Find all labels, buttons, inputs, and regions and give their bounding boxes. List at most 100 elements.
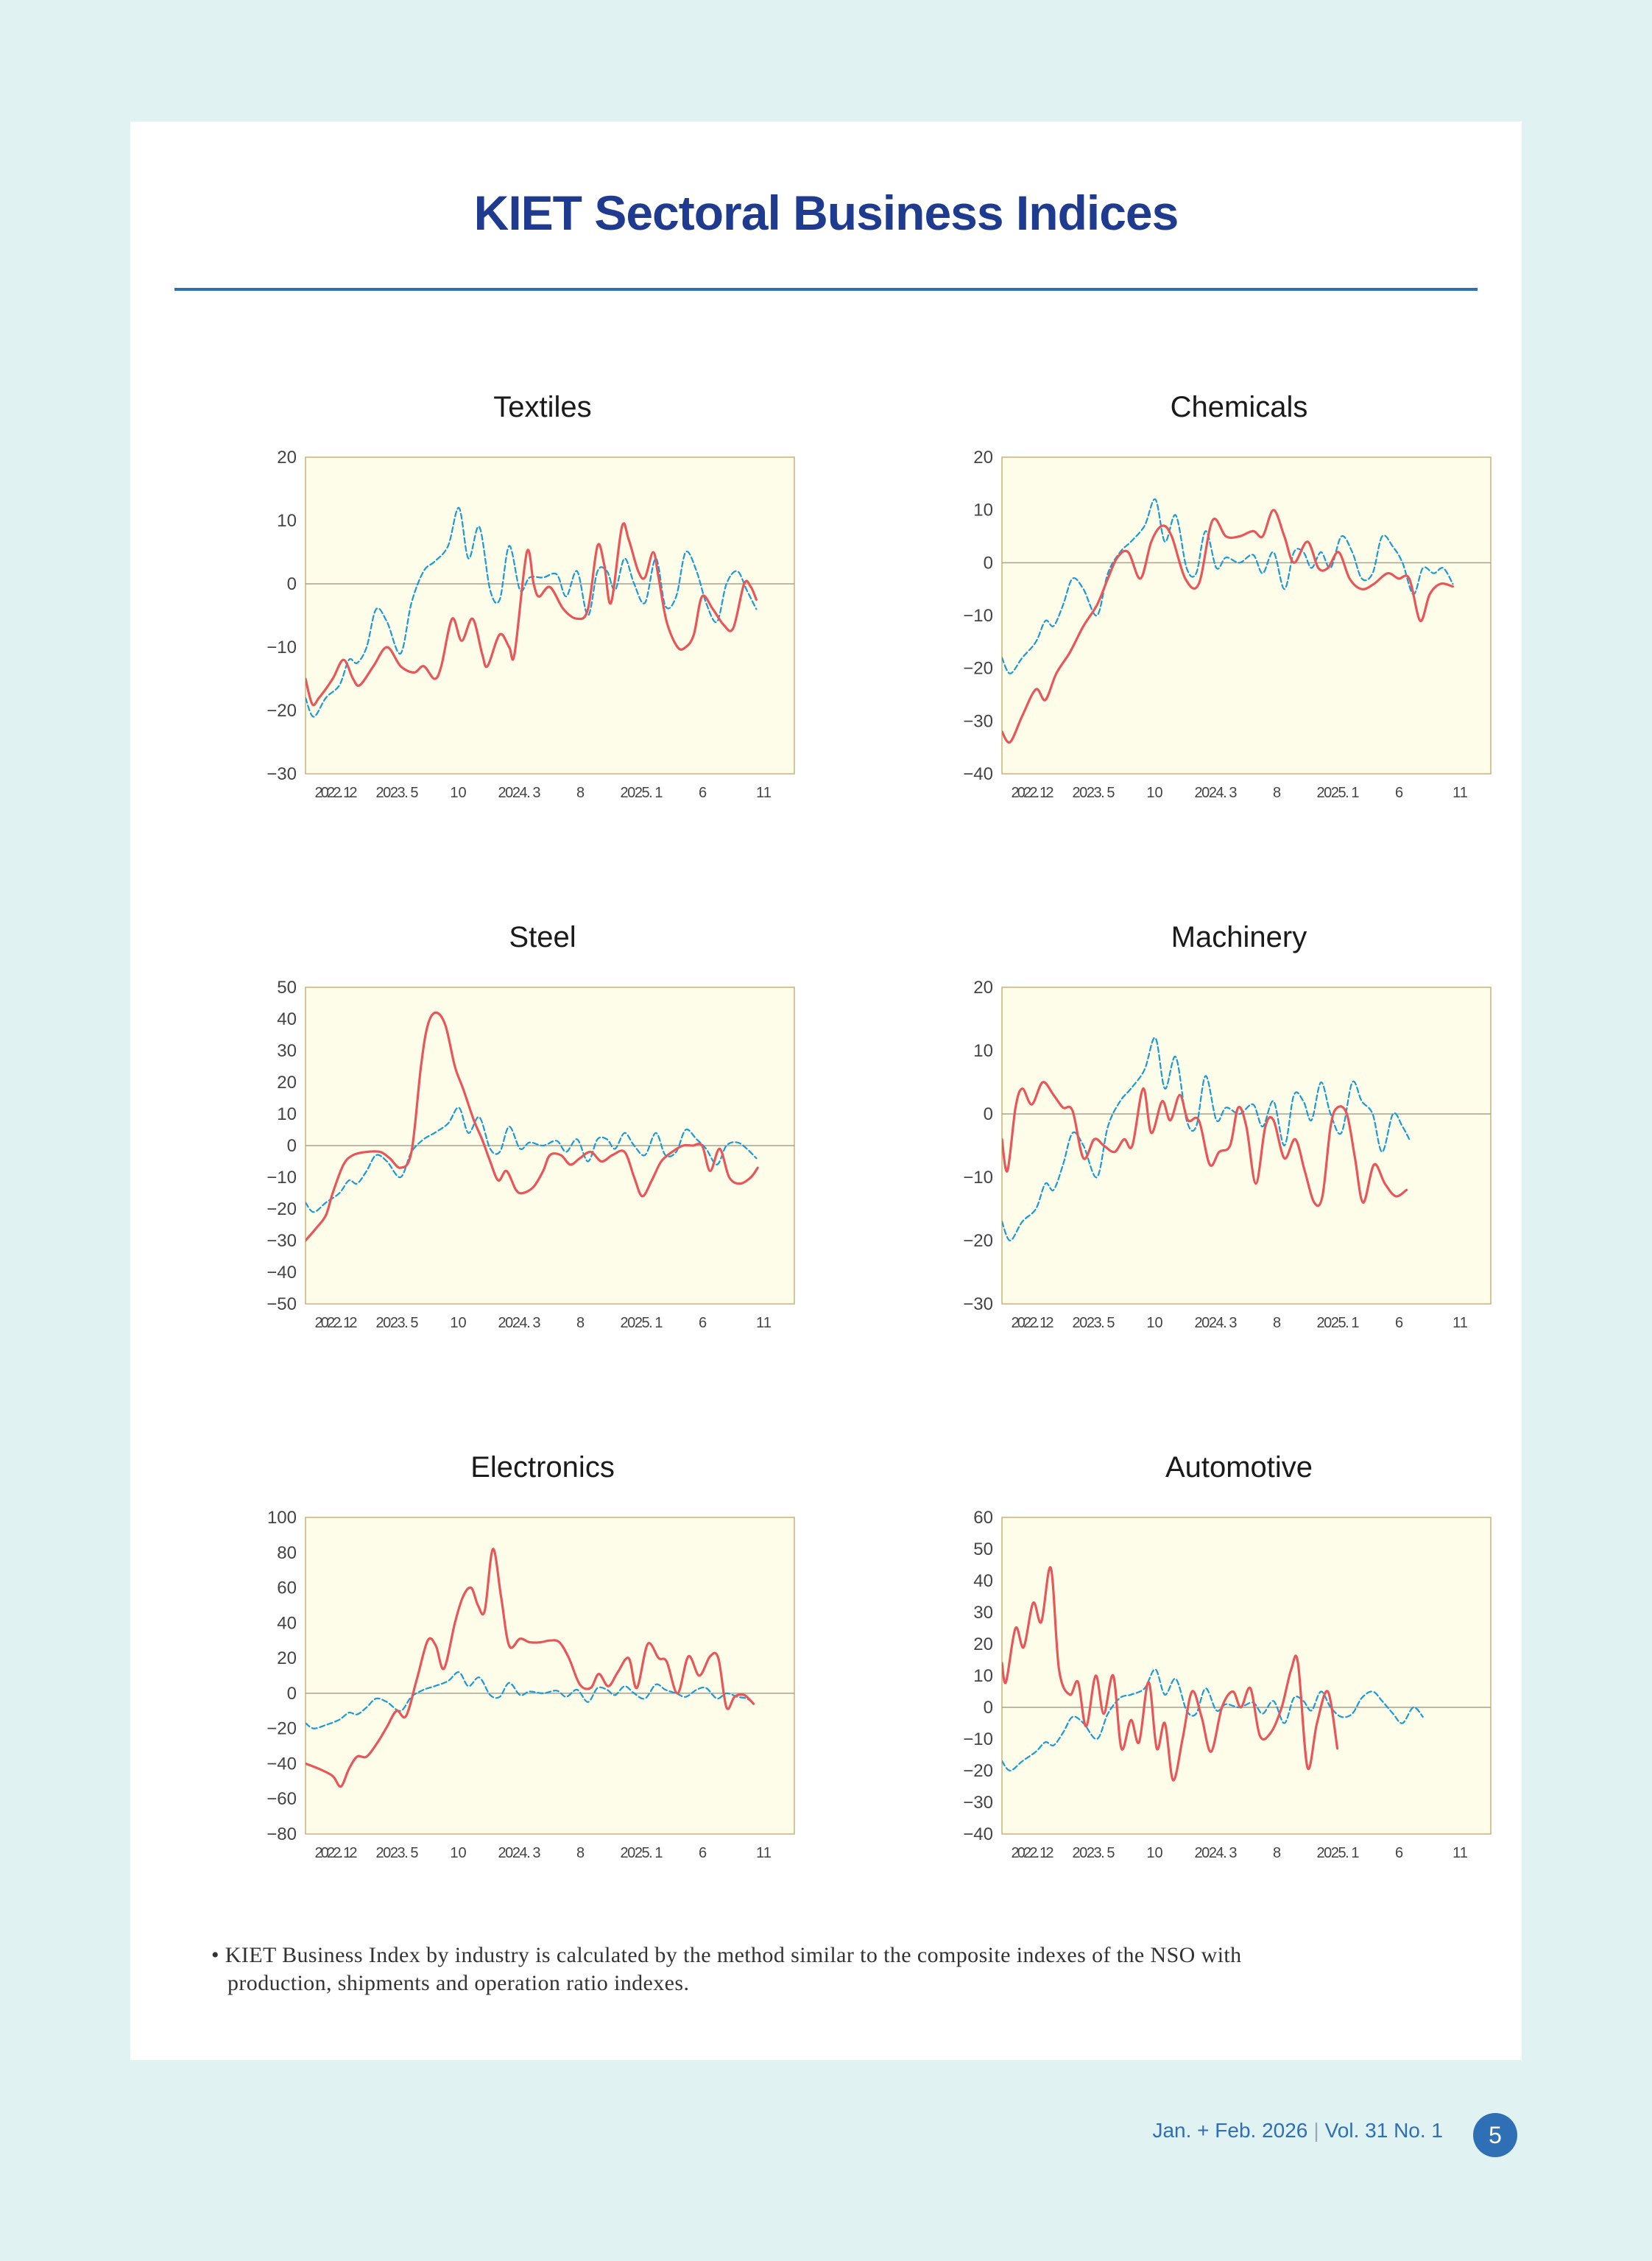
x-tick-label: 10: [450, 1845, 466, 1861]
x-tick-label: 2024. 3: [1195, 1315, 1238, 1331]
y-tick-label: −10: [266, 638, 297, 657]
y-tick-label: 10: [973, 1666, 993, 1686]
x-tick-label: 2025. 1: [621, 1845, 663, 1861]
x-tick-label: 2022. 12: [1012, 1845, 1054, 1861]
x-tick-label: 8: [576, 1315, 585, 1331]
series-line-dashed: [1002, 1668, 1424, 1772]
x-tick-label: 2022. 12: [315, 785, 358, 801]
x-tick-label: 2023. 5: [376, 785, 419, 801]
chart-textiles: Textiles 20 10 0 −10 −20 −30 2022. 12 2023. 5 10…: [219, 391, 866, 862]
chart-chemicals-plot: 20 10 0 −10 −20 −30 −40 2022. 12 2023. 5 10 2024. …: [963, 448, 1492, 801]
y-tick-label: −40: [266, 1754, 297, 1774]
y-tick-label: −40: [963, 764, 993, 784]
chart-title: Machinery: [1171, 921, 1307, 953]
y-tick-label: 40: [973, 1571, 993, 1591]
series-line-solid: [306, 1548, 755, 1788]
footer-separator: |: [1313, 2119, 1319, 2142]
x-tick-label: 11: [1452, 785, 1468, 801]
y-tick-label: 10: [277, 1104, 297, 1124]
footnote-line-1: • KIET Business Index by industry is cal…: [211, 1943, 1242, 1967]
x-tick-label: 6: [1395, 785, 1403, 801]
y-tick-label: 0: [984, 1104, 993, 1124]
plot-area: [305, 456, 795, 775]
y-tick-label: −10: [266, 1168, 297, 1188]
chart-steel-plot: 50 40 30 20 10 0 −10 −20 −30 −40 −50 2022. 12 2023. …: [266, 978, 795, 1331]
page-sheet: KIET Sectoral Business Indices Textiles …: [130, 121, 1522, 2060]
y-tick-label: 0: [287, 1684, 297, 1704]
chart-steel: Steel 50 40 30 20 10 0 −10 −20 −30 −40 −50 2022. 12…: [219, 921, 866, 1392]
x-tick-label: 2022. 12: [1012, 785, 1054, 801]
y-tick-label: 30: [277, 1041, 297, 1061]
footnote: • KIET Business Index by industry is cal…: [211, 1941, 1448, 1997]
x-tick-label: 2024. 3: [498, 785, 541, 801]
x-tick-label: 8: [576, 1845, 585, 1861]
x-tick-label: 2022. 12: [1012, 1315, 1054, 1331]
x-tick-label: 11: [1452, 1315, 1468, 1331]
series-line-solid: [1002, 509, 1454, 744]
y-tick-label: −20: [266, 1199, 297, 1219]
chart-automotive: Automotive 60 50 40 30 20 10 0 −10 −20 −30 −40 2022…: [915, 1451, 1563, 1922]
y-tick-label: −30: [266, 764, 297, 784]
y-tick-label: 20: [277, 1073, 297, 1093]
series-line-solid: [306, 1011, 759, 1242]
y-tick-label: −30: [963, 1793, 993, 1813]
x-tick-label: 2022. 12: [315, 1315, 358, 1331]
x-tick-label: 6: [699, 1845, 707, 1861]
y-tick-label: −60: [266, 1789, 297, 1809]
x-tick-label: 2025. 1: [621, 1315, 663, 1331]
y-tick-label: 20: [277, 448, 297, 468]
chart-title: Textiles: [493, 391, 592, 423]
plot-area: [1001, 1517, 1492, 1835]
x-tick-label: 2024. 3: [1195, 1845, 1238, 1861]
series-line-solid: [1002, 1566, 1339, 1782]
chart-title: Automotive: [1165, 1451, 1313, 1484]
y-tick-label: −30: [963, 711, 993, 731]
y-tick-label: −20: [963, 659, 993, 679]
x-tick-label: 11: [756, 1315, 772, 1331]
x-tick-label: 2024. 3: [1195, 785, 1238, 801]
y-tick-label: −20: [963, 1761, 993, 1781]
x-tick-label: 2023. 5: [1073, 1845, 1115, 1861]
y-tick-label: 80: [277, 1543, 297, 1563]
y-tick-label: −20: [266, 701, 297, 721]
footnote-line-2: production, shipments and operation rati…: [227, 1971, 690, 1995]
y-tick-label: 20: [973, 1634, 993, 1654]
x-tick-label: 6: [699, 785, 707, 801]
chart-title: Steel: [509, 921, 576, 953]
page-footer: Jan. + Feb. 2026 | Vol. 31 No. 1: [1090, 2119, 1443, 2142]
series-line-dashed: [306, 1671, 755, 1729]
y-tick-label: 20: [973, 448, 993, 468]
x-tick-label: 2024. 3: [498, 1845, 541, 1861]
x-tick-label: 8: [1273, 785, 1281, 801]
y-tick-label: −10: [963, 606, 993, 626]
x-tick-label: 10: [1146, 1315, 1162, 1331]
x-tick-label: 10: [450, 785, 466, 801]
plot-area: [1001, 456, 1492, 775]
x-tick-label: 8: [1273, 1845, 1281, 1861]
x-tick-label: 2023. 5: [376, 1315, 419, 1331]
x-tick-label: 2022. 12: [315, 1845, 358, 1861]
y-tick-label: −80: [266, 1824, 297, 1844]
chart-electronics-plot: 100 80 60 40 20 0 −20 −40 −60 −80 2022. 12 2023. 5 1…: [266, 1508, 795, 1861]
y-tick-label: 10: [973, 1041, 993, 1061]
series-line-dashed: [1002, 498, 1454, 674]
y-tick-label: 10: [277, 511, 297, 531]
y-tick-label: −20: [266, 1719, 297, 1739]
y-tick-label: −40: [266, 1263, 297, 1283]
x-tick-label: 10: [1146, 785, 1162, 801]
x-tick-label: 2025. 1: [1317, 1845, 1360, 1861]
y-tick-label: 10: [973, 501, 993, 521]
x-tick-label: 8: [576, 785, 585, 801]
y-tick-label: 60: [973, 1508, 993, 1528]
chart-electronics: Electronics 100 80 60 40 20 0 −20 −40 −60 −80 2022…: [219, 1451, 866, 1922]
y-tick-label: −40: [963, 1824, 993, 1844]
series-line-dashed: [306, 1107, 758, 1213]
chart-automotive-plot: 60 50 40 30 20 10 0 −10 −20 −30 −40 2022. 12 2023. 5…: [963, 1508, 1492, 1861]
y-tick-label: −30: [963, 1294, 993, 1314]
series-line-solid: [1002, 1081, 1408, 1207]
title-rule: [174, 288, 1478, 291]
y-tick-label: −10: [963, 1168, 993, 1188]
chart-textiles-plot: 20 10 0 −10 −20 −30 2022. 12 2023. 5 10 2024. 3 8 2…: [266, 448, 795, 801]
x-tick-label: 2023. 5: [376, 1845, 419, 1861]
x-tick-label: 6: [1395, 1315, 1403, 1331]
